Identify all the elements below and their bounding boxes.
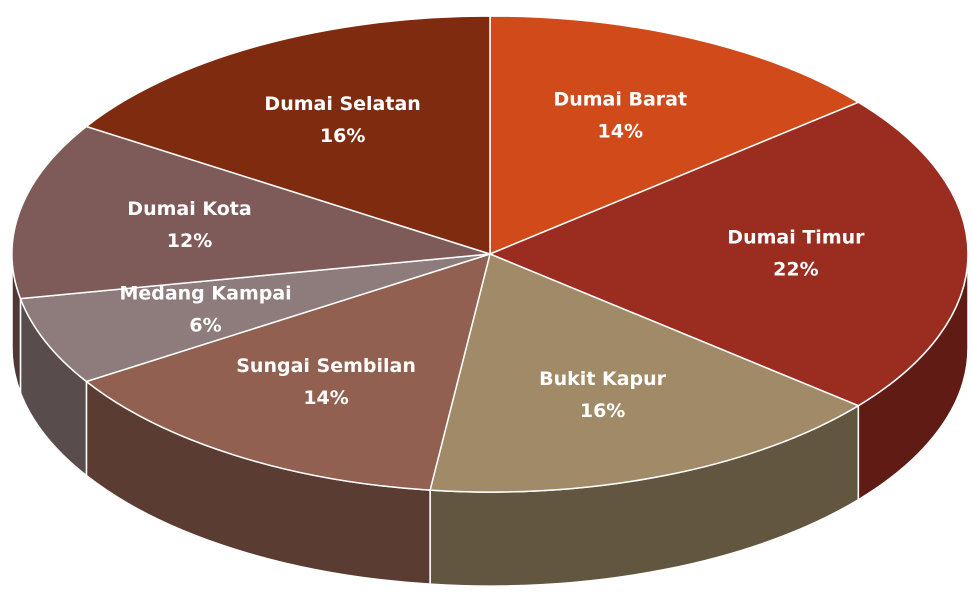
slice xyxy=(429,253,860,493)
slice-value-label: 12% xyxy=(167,230,212,252)
slice-label: Dumai Selatan xyxy=(264,93,420,115)
slice xyxy=(85,15,491,255)
slice-value-label: 6% xyxy=(189,315,221,337)
slice-value-label: 22% xyxy=(773,259,818,281)
slice-label: Dumai Barat xyxy=(553,89,687,111)
slice xyxy=(85,253,491,491)
slice xyxy=(19,253,491,383)
slice-value-label: 14% xyxy=(303,387,348,409)
slice-value-label: 16% xyxy=(320,125,365,147)
slice-label: Dumai Kota xyxy=(127,198,251,220)
slice-label: Sungai Sembilan xyxy=(236,355,416,377)
slice-value-label: 14% xyxy=(598,121,643,143)
slice xyxy=(489,101,969,407)
slice xyxy=(11,125,491,300)
slice-label: Medang Kampai xyxy=(119,283,291,305)
slice-value-label: 16% xyxy=(580,400,625,422)
slice-label: Bukit Kapur xyxy=(539,368,667,390)
slice-label: Dumai Timur xyxy=(727,227,865,249)
slice xyxy=(489,15,860,255)
